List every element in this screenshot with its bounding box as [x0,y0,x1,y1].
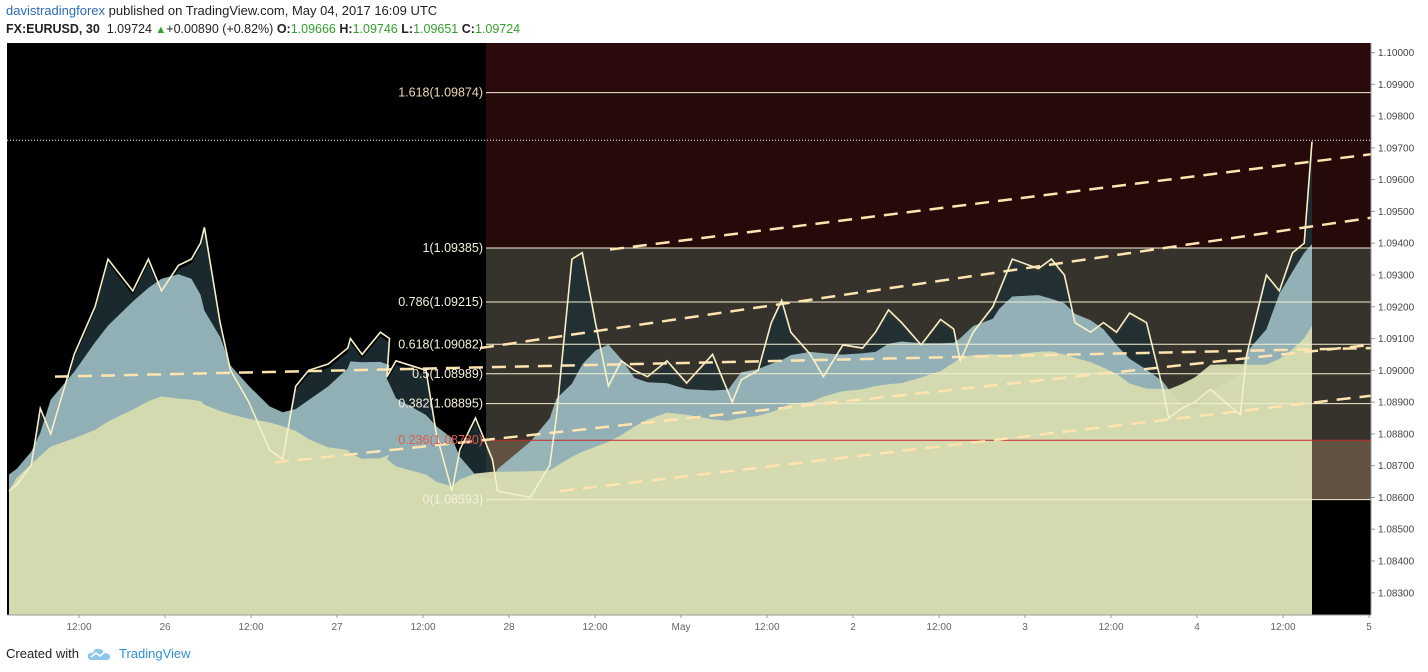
time-tick-label: 5 [1366,622,1372,633]
time-tick-label: 12:00 [582,622,607,633]
fib-level-label: 0.5(1.08989) [412,367,483,381]
open-value: 1.09666 [290,22,336,36]
time-tick-label: 12:00 [1098,622,1123,633]
tradingview-cloud-icon [87,648,110,660]
slow-ma-band [9,325,1312,615]
open-label: O: [276,22,291,36]
time-tick-label: 12:00 [1270,622,1295,633]
fib-level-label: 0.786(1.09215) [398,295,483,309]
last-price: 1.09724 [106,22,152,36]
time-axis[interactable] [7,615,1371,635]
trend-channel-line [609,152,1371,251]
symbol-name: FX:EURUSD, 30 [6,22,100,36]
price-tick-label: 1.09900 [1378,80,1415,91]
publish-header: davistradingforex published on TradingVi… [6,3,437,18]
fib-zone [486,247,1371,302]
close-label: C: [461,22,475,36]
low-label: L: [401,22,414,36]
fib-level-label: 0.236(1.08780) [398,433,483,447]
time-tick-label: 3 [1022,622,1028,633]
time-tick-label: 4 [1194,622,1200,633]
price-series-line [8,141,1313,499]
time-tick-label: 2 [850,622,856,633]
trend-channel-line [54,346,1371,378]
time-tick-label: 28 [503,622,515,633]
price-tick-label: 1.09100 [1378,334,1415,345]
time-tick-label: 27 [331,622,343,633]
price-tick-label: 1.09600 [1378,175,1415,186]
fib-level-label: 1.618(1.09874) [398,86,483,100]
price-tick-label: 1.09300 [1378,270,1415,281]
price-tick-label: 1.08700 [1378,461,1415,472]
high-label: H: [339,22,353,36]
price-tick-label: 1.09700 [1378,143,1415,154]
created-with-text: Created with [6,646,79,661]
close-value: 1.09724 [474,22,521,36]
fib-level-label: 0.618(1.09082) [398,337,483,351]
author-link[interactable]: davistradingforex [6,3,105,18]
time-tick-label: 26 [159,622,171,633]
price-tick-label: 1.08300 [1378,588,1415,599]
fib-level-label: 1(1.09385) [423,241,483,255]
up-arrow-icon: ▲ [155,24,167,36]
fib-zone-top [486,43,1371,93]
price-tick-label: 1.08500 [1378,525,1415,536]
fib-level-label: 0(1.08593) [423,493,483,507]
time-tick-label: May [672,622,691,633]
price-tick-label: 1.08800 [1378,429,1415,440]
price-chart[interactable]: 1.618(1.09874) 1(1.09385) 0.786(1.09215) 0.… [0,0,1428,640]
price-tick-label: 1.08900 [1378,398,1415,409]
price-change: +0.00890 (+0.82%) [166,22,274,36]
price-tick-label: 1.08400 [1378,556,1415,567]
trend-channel-line [479,216,1371,350]
time-tick-label: 12:00 [926,622,951,633]
time-tick-label: 12:00 [754,622,779,633]
footer: Created with TradingView [6,646,191,661]
symbol-info-bar: FX:EURUSD, 30 1.09724 ▲+0.00890 (+0.82%)… [6,22,520,36]
fib-level-label: 0.382(1.08895) [398,397,483,411]
time-tick-label: 12:00 [410,622,435,633]
price-tick-label: 1.10000 [1378,48,1415,59]
price-tick-label: 1.09800 [1378,112,1415,123]
price-tick-label: 1.09000 [1378,366,1415,377]
time-tick-label: 12:00 [66,622,91,633]
low-value: 1.09651 [413,22,459,36]
price-tick-label: 1.08600 [1378,493,1415,504]
time-tick-label: 12:00 [238,622,263,633]
published-text: published on TradingView.com, May 04, 20… [108,3,438,18]
fib-zone [486,92,1371,248]
tradingview-link[interactable]: TradingView [118,646,191,661]
fib-zone [486,301,1371,345]
price-tick-label: 1.09400 [1378,239,1415,250]
price-tick-label: 1.09500 [1378,207,1415,218]
high-value: 1.09746 [352,22,398,36]
price-tick-label: 1.09200 [1378,302,1415,313]
price-axis[interactable] [1371,43,1428,615]
